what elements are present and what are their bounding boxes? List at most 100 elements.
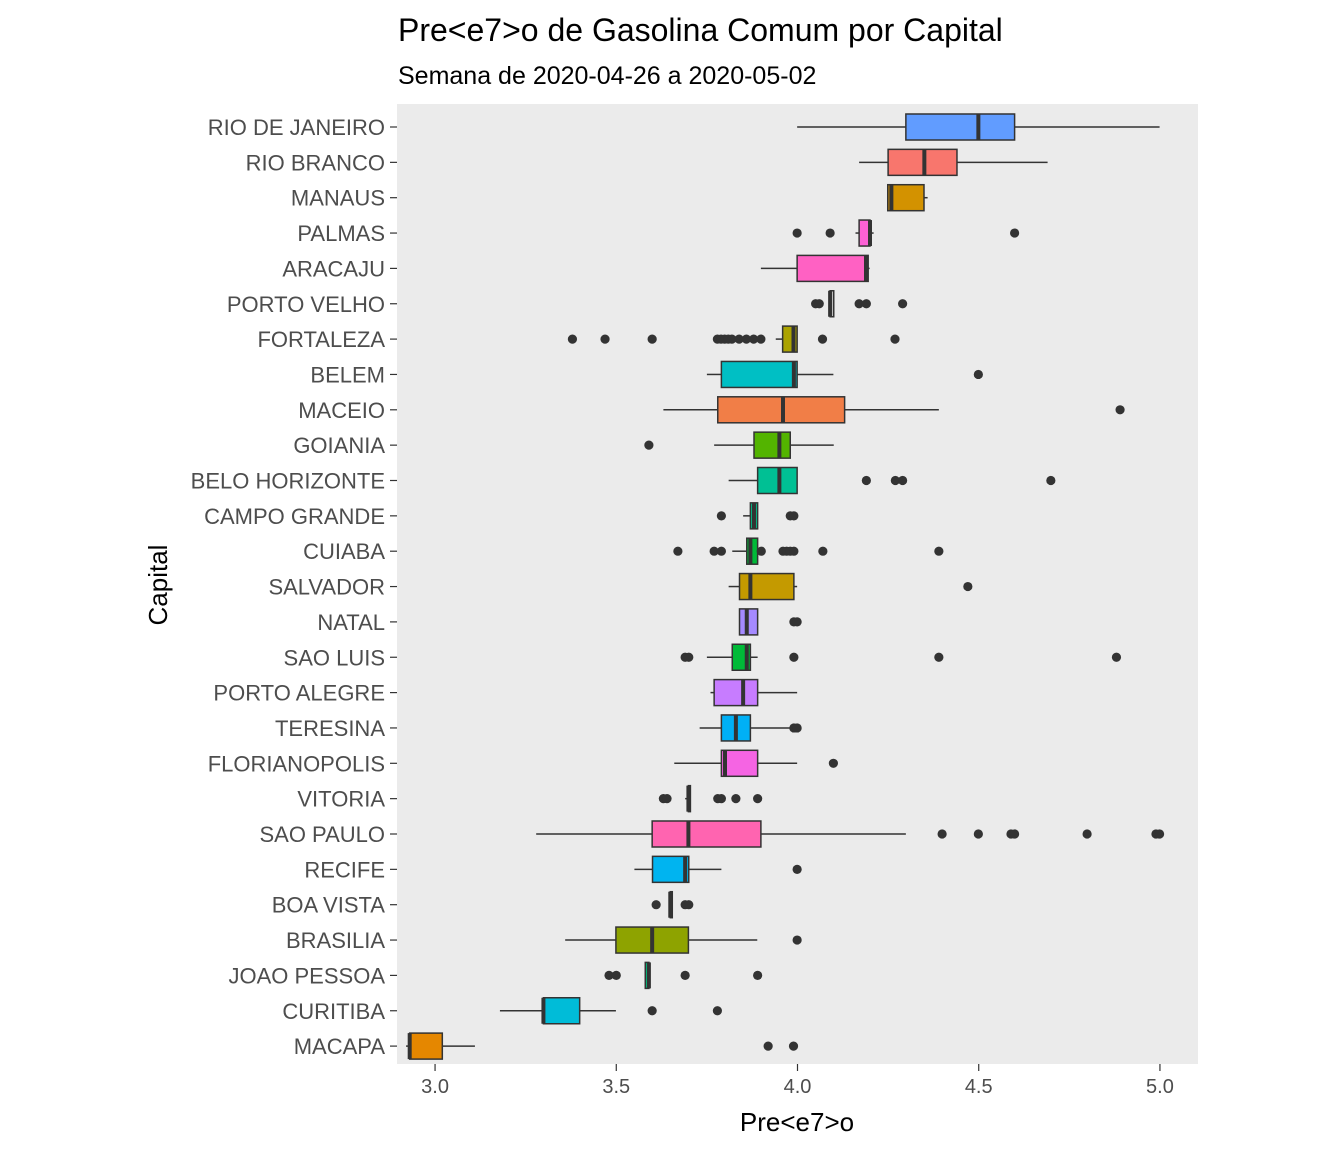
plot-panel bbox=[397, 104, 1198, 1064]
outlier-point bbox=[604, 970, 614, 981]
x-tick-label: 3.0 bbox=[421, 1076, 449, 1098]
iqr-box bbox=[905, 113, 1016, 141]
outlier-point bbox=[1010, 829, 1020, 839]
y-tick-label: SAO LUIS bbox=[284, 645, 385, 670]
outlier-point bbox=[644, 440, 654, 450]
y-tick-label: BELEM bbox=[310, 362, 385, 387]
outlier-point bbox=[898, 475, 908, 486]
x-tick-label: 4.5 bbox=[965, 1076, 993, 1098]
outlier-point bbox=[716, 546, 726, 556]
x-tick-label: 3.5 bbox=[602, 1076, 630, 1098]
box-curitiba bbox=[499, 997, 723, 1025]
y-tick-label: NATAL bbox=[317, 610, 385, 635]
y-tick-label: ARACAJU bbox=[282, 256, 385, 281]
iqr-box bbox=[738, 572, 795, 601]
iqr-box bbox=[720, 749, 759, 778]
outlier-point bbox=[788, 1041, 799, 1051]
x-tick-label: 5.0 bbox=[1146, 1076, 1174, 1098]
box-campo-grande bbox=[716, 502, 799, 530]
y-tick-label: CURITIBA bbox=[282, 999, 385, 1024]
y-tick-label: SAO PAULO bbox=[259, 822, 385, 847]
y-tick-label: BELO HORIZONTE bbox=[191, 469, 385, 494]
outlier-point bbox=[753, 970, 763, 981]
outlier-point bbox=[716, 511, 726, 521]
box-brasilia bbox=[565, 926, 802, 954]
box-maceio bbox=[663, 396, 1125, 424]
outlier-point bbox=[792, 228, 802, 238]
y-tick-label: CAMPO GRANDE bbox=[204, 504, 385, 529]
outlier-point bbox=[647, 334, 657, 344]
outlier-point bbox=[792, 617, 802, 627]
iqr-box bbox=[796, 254, 869, 283]
y-tick-label: FORTALEZA bbox=[257, 327, 385, 352]
outlier-point bbox=[684, 900, 694, 910]
outlier-point bbox=[749, 334, 759, 344]
y-tick-label: RECIFE bbox=[304, 857, 385, 882]
outlier-point bbox=[890, 334, 900, 344]
outlier-point bbox=[611, 970, 621, 981]
outlier-point bbox=[1154, 829, 1165, 839]
box-recife bbox=[634, 855, 802, 884]
box-teresina bbox=[699, 714, 802, 742]
outlier-point bbox=[792, 935, 802, 945]
outlier-point bbox=[890, 475, 900, 486]
outlier-point bbox=[753, 794, 763, 804]
y-tick-label: FLORIANOPOLIS bbox=[208, 751, 385, 776]
outlier-point bbox=[937, 829, 947, 839]
outlier-point bbox=[651, 900, 661, 910]
outlier-point bbox=[716, 794, 726, 804]
outlier-point bbox=[973, 829, 983, 839]
box-joao-pessoa bbox=[604, 961, 763, 990]
outlier-point bbox=[1046, 475, 1056, 486]
outlier-point bbox=[861, 299, 871, 309]
box-sao-paulo bbox=[536, 820, 1165, 848]
y-tick-label: MACEIO bbox=[298, 398, 385, 423]
y-tick-label: PORTO ALEGRE bbox=[213, 681, 385, 706]
chart-subtitle: Semana de 2020-04-26 a 2020-05-02 bbox=[398, 62, 816, 90]
outlier-point bbox=[1115, 405, 1125, 415]
outlier-point bbox=[647, 1006, 657, 1016]
iqr-box bbox=[651, 855, 690, 884]
outlier-point bbox=[818, 546, 828, 556]
outlier-point bbox=[756, 334, 766, 344]
y-tick-label: TERESINA bbox=[275, 716, 385, 741]
x-tick-label: 4.0 bbox=[784, 1076, 812, 1098]
y-tick-label: CUIABA bbox=[303, 539, 385, 564]
box-rio-de-janeiro bbox=[797, 113, 1160, 141]
box-porto-velho bbox=[811, 290, 908, 318]
iqr-box bbox=[720, 360, 798, 389]
x-axis: 3.0 3.5 4.0 4.5 5.0 bbox=[421, 1064, 1174, 1098]
box-palmas bbox=[792, 219, 1020, 247]
outlier-point bbox=[662, 794, 672, 804]
box-aracaju bbox=[760, 254, 870, 283]
y-tick-label: BRASILIA bbox=[286, 928, 385, 953]
outlier-point bbox=[825, 228, 835, 238]
outlier-point bbox=[934, 546, 944, 556]
y-axis: RIO DE JANEIRO RIO BRANCO MANAUS PALMAS ARAC… bbox=[191, 115, 397, 1059]
box-belem bbox=[706, 360, 983, 389]
outlier-point bbox=[814, 299, 824, 309]
y-tick-label: VITORIA bbox=[297, 787, 385, 812]
y-tick-label: RIO BRANCO bbox=[246, 150, 385, 175]
y-tick-label: MACAPA bbox=[294, 1034, 386, 1059]
y-tick-label: JOAO PESSOA bbox=[229, 963, 386, 988]
outlier-point bbox=[731, 794, 741, 804]
outlier-point bbox=[600, 334, 610, 344]
outlier-point bbox=[684, 652, 694, 662]
y-tick-label: PORTO VELHO bbox=[227, 292, 385, 317]
box-natal bbox=[738, 608, 802, 636]
box-boa-vista bbox=[651, 890, 694, 919]
outlier-point bbox=[828, 758, 838, 768]
y-tick-label: BOA VISTA bbox=[272, 893, 386, 918]
outlier-point bbox=[817, 334, 828, 344]
outlier-point bbox=[1010, 228, 1020, 238]
outlier-point bbox=[854, 299, 864, 309]
iqr-box bbox=[408, 1032, 444, 1060]
outlier-point bbox=[727, 334, 737, 344]
box-cuiaba bbox=[673, 537, 944, 565]
iqr-box bbox=[713, 678, 759, 707]
y-tick-label: PALMAS bbox=[297, 221, 385, 246]
iqr-box bbox=[886, 183, 925, 212]
